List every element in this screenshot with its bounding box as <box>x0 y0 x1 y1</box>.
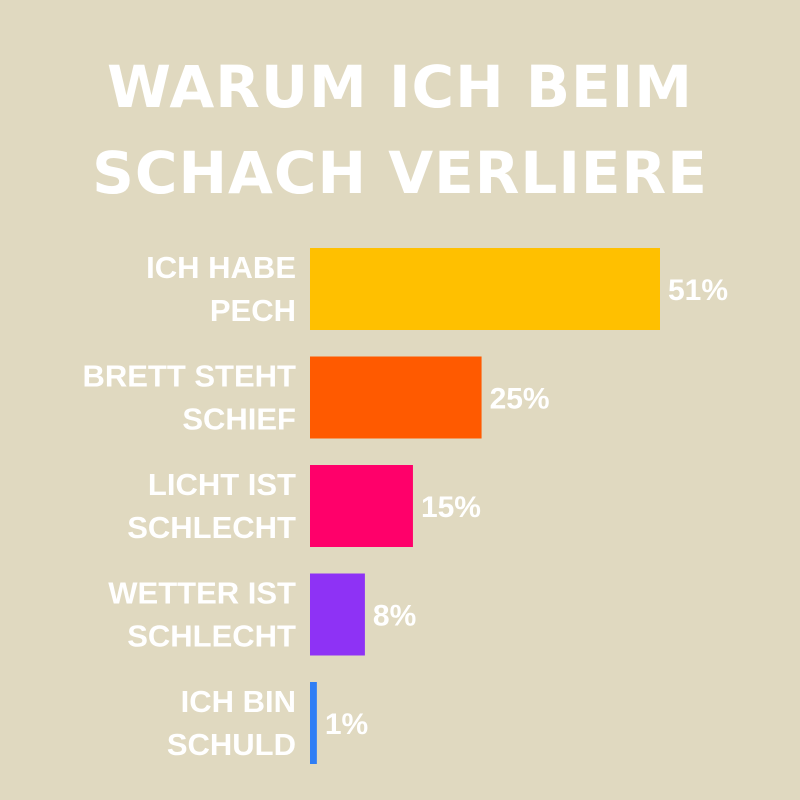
category-label-3-line-1: LICHT IST <box>148 467 296 502</box>
value-label-3: 15% <box>421 491 481 524</box>
value-label-4: 8% <box>373 600 416 633</box>
value-label-5: 1% <box>325 708 368 741</box>
bar-5 <box>310 682 317 764</box>
bar-3 <box>310 465 413 547</box>
chart-title-line-1: WARUM ICH BEIM <box>107 53 693 121</box>
bar-1 <box>310 248 660 330</box>
category-label-5-line-1: ICH BIN <box>181 684 296 719</box>
category-label-4-line-2: SCHLECHT <box>127 619 296 654</box>
category-label-1-line-1: ICH HABE <box>146 250 296 285</box>
category-label-2-line-1: BRETT STEHT <box>82 359 296 394</box>
bar-2 <box>310 356 482 439</box>
category-label-5-line-2: SCHULD <box>167 727 296 762</box>
value-label-1: 51% <box>668 274 728 307</box>
value-label-2: 25% <box>490 383 550 416</box>
bar-4 <box>310 573 365 656</box>
chart-title-line-2: SCHACH VERLIERE <box>92 139 708 207</box>
category-label-4-line-1: WETTER IST <box>108 576 296 611</box>
category-label-1-line-2: PECH <box>210 293 296 328</box>
category-label-3-line-2: SCHLECHT <box>127 510 296 545</box>
category-label-2-line-2: SCHIEF <box>182 402 296 437</box>
